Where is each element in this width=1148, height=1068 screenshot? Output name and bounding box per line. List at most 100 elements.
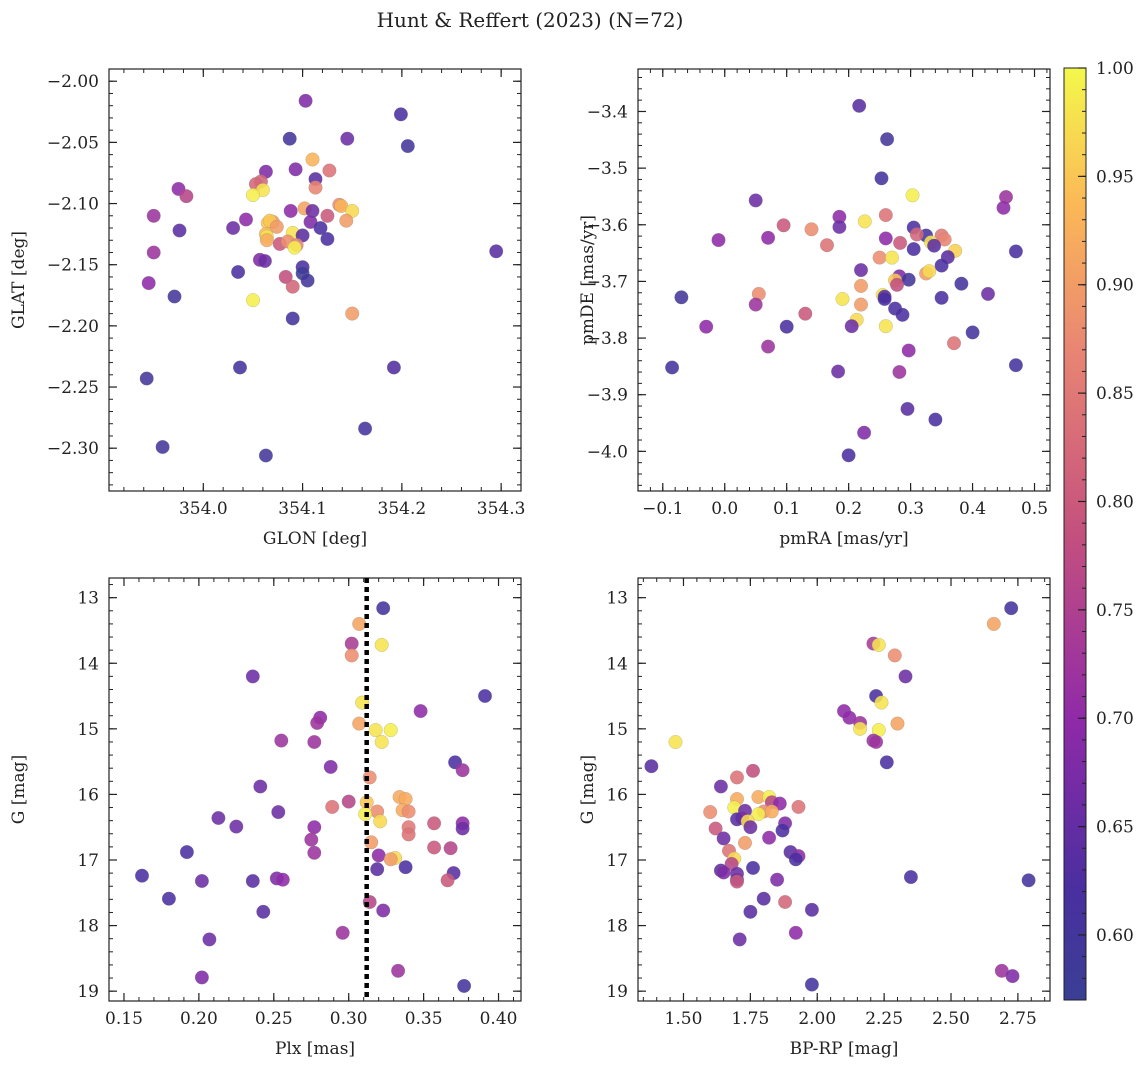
- scatter-point: [878, 319, 893, 334]
- scatter-point: [854, 263, 869, 278]
- y-tick-label: 14: [606, 654, 628, 674]
- scatter-point: [259, 233, 274, 248]
- x-tick-label: 2.50: [932, 1009, 970, 1029]
- y-axis-label: GLAT [deg]: [9, 231, 29, 329]
- scatter-point: [746, 860, 761, 875]
- scatter-point: [831, 364, 846, 379]
- scatter-point: [869, 735, 884, 750]
- scatter-points: [139, 93, 504, 463]
- scatter-point: [890, 716, 905, 731]
- scatter-point: [730, 770, 745, 785]
- scatter-point: [194, 874, 209, 889]
- scatter-point: [352, 716, 367, 731]
- scatter-point: [400, 139, 415, 154]
- scatter-point: [325, 799, 340, 814]
- x-tick-label: 354.2: [378, 499, 427, 519]
- scatter-point: [368, 723, 383, 738]
- scatter-point: [308, 180, 323, 195]
- scatter-point: [161, 891, 176, 906]
- scatter-point: [905, 188, 920, 203]
- scatter-point: [743, 820, 758, 835]
- scatter-point: [427, 840, 442, 855]
- scatter-point: [716, 865, 731, 880]
- scatter-point: [313, 220, 328, 235]
- x-axis-label: pmRA [mas/yr]: [779, 529, 908, 549]
- scatter-point: [285, 279, 300, 294]
- scatter-point: [146, 245, 161, 260]
- x-tick-label: −0.1: [642, 499, 683, 519]
- scatter-point: [155, 440, 170, 455]
- scatter-point: [352, 616, 367, 631]
- scatter-point: [906, 242, 921, 257]
- y-tick-label: −2.30: [47, 439, 99, 459]
- scatter-point: [257, 253, 272, 268]
- scatter-point: [256, 904, 271, 919]
- x-tick-label: 0.25: [255, 1009, 293, 1029]
- scatter-point: [288, 162, 303, 177]
- x-tick-label: 0.5: [1021, 499, 1048, 519]
- colorbar-tick-label: 0.60: [1096, 926, 1134, 946]
- scatter-point: [756, 891, 771, 906]
- scatter-point: [909, 227, 924, 242]
- scatter-point: [934, 290, 949, 305]
- scatter-point: [871, 637, 886, 652]
- colorbar-tick-label: 0.75: [1096, 601, 1134, 621]
- scatter-point: [732, 932, 747, 947]
- y-tick-label: −3.5: [587, 159, 628, 179]
- scatter-point: [937, 232, 952, 247]
- scatter-point: [778, 895, 793, 910]
- x-tick-label: 2.25: [865, 1009, 903, 1029]
- x-tick-label: 1.50: [665, 1009, 703, 1029]
- x-tick-label: 0.30: [330, 1009, 368, 1029]
- minor-ticks: [637, 69, 1050, 491]
- scatter-point: [304, 832, 319, 847]
- scatter-point: [699, 319, 714, 334]
- scatter-point: [413, 704, 428, 719]
- scatter-point: [743, 904, 758, 919]
- scatter-point: [804, 902, 819, 917]
- scatter-point: [853, 721, 868, 736]
- y-tick-label: 17: [606, 851, 628, 871]
- scatter-point: [383, 723, 398, 738]
- y-axis-label: G [mag]: [9, 755, 29, 824]
- y-tick-label: −2.20: [47, 317, 99, 337]
- panel-glon-glat: 354.0 354.1 354.2 354.3 −2.00 −2.05 −2.10 −2.15…: [9, 68, 525, 549]
- scatter-point: [703, 805, 718, 820]
- scatter-point: [1008, 358, 1023, 373]
- scatter-point: [996, 200, 1011, 215]
- minor-ticks: [638, 578, 1050, 1001]
- scatter-point: [872, 250, 887, 265]
- figure-title: Hunt & Reffert (2023) (N=72): [377, 8, 684, 32]
- scatter-point: [287, 240, 302, 255]
- colorbar-tick-label: 0.90: [1096, 276, 1134, 296]
- scatter-point: [489, 244, 504, 259]
- scatter-point: [440, 873, 455, 888]
- scatter-point: [231, 265, 246, 280]
- x-tick-label: 0.20: [180, 1009, 218, 1029]
- scatter-point: [981, 286, 996, 301]
- colorbar-tick-label: 0.80: [1096, 492, 1134, 512]
- scatter-point: [832, 219, 847, 234]
- scatter-point: [901, 272, 916, 287]
- scatter-point: [879, 755, 894, 770]
- scatter-point: [788, 925, 803, 940]
- scatter-point: [245, 669, 260, 684]
- scatter-point: [134, 868, 149, 883]
- scatter-point: [965, 325, 980, 340]
- scatter-points: [644, 601, 1036, 992]
- scatter-point: [283, 203, 298, 218]
- scatter-point: [900, 401, 915, 416]
- scatter-point: [644, 759, 659, 774]
- scatter-point: [371, 848, 386, 863]
- x-tick-label: 0.40: [480, 1009, 518, 1029]
- scatter-point: [852, 98, 867, 113]
- x-tick-label: 1.75: [731, 1009, 769, 1029]
- scatter-panels: 354.0 354.1 354.2 354.3 −2.00 −2.05 −2.10 −2.15…: [9, 68, 1051, 1059]
- scatter-point: [226, 220, 241, 235]
- x-tick-label: 354.0: [179, 499, 228, 519]
- scatter-point: [376, 903, 391, 918]
- plot-frame: [108, 68, 522, 492]
- scatter-point: [665, 360, 680, 375]
- scatter-point: [373, 814, 388, 829]
